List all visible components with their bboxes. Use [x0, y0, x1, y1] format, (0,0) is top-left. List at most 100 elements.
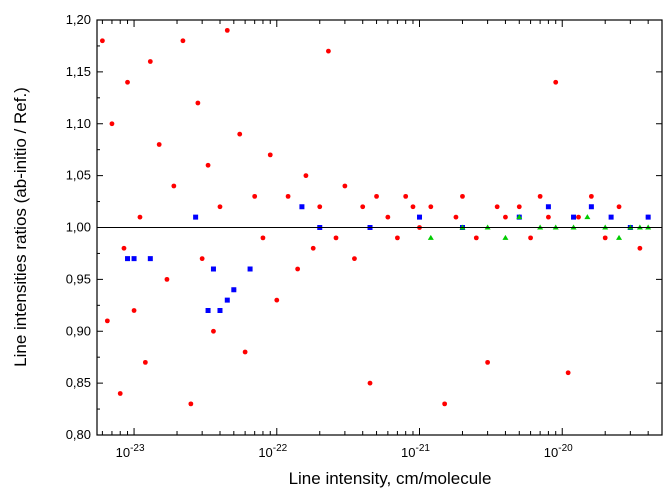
data-point-square [217, 308, 223, 313]
data-point-circle [171, 183, 177, 189]
data-point-circle [125, 79, 130, 85]
data-point-circle [317, 204, 323, 210]
data-point-triangle [516, 214, 523, 220]
data-point-square [131, 256, 137, 262]
data-point-circle [385, 214, 391, 220]
data-point-circle [188, 401, 194, 407]
data-point-circle [117, 391, 123, 396]
data-point-circle [367, 380, 373, 386]
data-point-square [205, 308, 211, 313]
data-point-circle [565, 370, 571, 376]
data-point-square [417, 214, 423, 220]
data-point-circle [195, 100, 201, 106]
data-point-circle [546, 214, 551, 220]
y-tick-label: 0,85 [66, 375, 91, 390]
data-points [99, 27, 652, 407]
data-point-circle [537, 193, 543, 199]
y-axis: 0,80 0,85 0,90 0,95 1,00 1,05 1,10 1,15 1,20 [66, 12, 662, 442]
data-point-circle [180, 38, 186, 44]
data-point-square [210, 266, 216, 272]
data-point-circle [528, 235, 533, 241]
data-point-circle [109, 121, 115, 127]
data-point-circle [576, 214, 581, 220]
data-point-circle [199, 256, 205, 262]
x-axis: 10-23 10-22 10-21 10-20 [101, 20, 663, 460]
data-point-circle [374, 193, 379, 199]
data-point-circle [267, 152, 273, 158]
y-tick-label: 1,00 [66, 220, 91, 235]
data-point-circle [142, 359, 148, 365]
data-point-circle [395, 235, 400, 241]
data-point-circle [516, 204, 522, 210]
data-point-circle [137, 214, 143, 220]
data-point-circle [99, 38, 105, 44]
data-point-circle [274, 297, 280, 303]
data-point-square [608, 214, 614, 220]
data-point-circle [473, 235, 479, 241]
data-point-square [193, 214, 199, 220]
data-point-circle [442, 401, 448, 407]
data-point-circle [121, 245, 127, 251]
x-tick-label: 10-20 [544, 443, 573, 460]
data-point-circle [295, 266, 301, 272]
data-point-square [571, 214, 577, 220]
data-point-square [299, 204, 305, 210]
y-tick-label: 1,10 [66, 116, 91, 131]
data-point-circle [637, 245, 643, 251]
data-point-square [231, 287, 237, 293]
x-tick-label: 10-23 [116, 443, 145, 460]
data-point-circle [147, 59, 153, 64]
data-point-circle [211, 328, 216, 334]
data-point-square [247, 266, 253, 272]
data-point-circle [616, 204, 622, 210]
data-point-triangle [584, 214, 591, 220]
data-point-circle [602, 235, 608, 241]
data-point-square [588, 204, 594, 210]
data-point-square [545, 204, 551, 210]
data-point-circle [494, 204, 500, 210]
data-point-circle [205, 162, 211, 168]
x-tick-label: 10-22 [258, 443, 287, 460]
data-point-triangle [427, 234, 434, 240]
data-point-circle [553, 79, 559, 85]
data-point-circle [131, 308, 137, 313]
data-point-circle [485, 359, 491, 365]
data-point-triangle [502, 234, 509, 240]
data-point-square [147, 256, 153, 262]
data-point-square [224, 297, 230, 303]
y-tick-label: 1,20 [66, 12, 91, 27]
data-point-circle [303, 173, 309, 179]
y-tick-label: 0,90 [66, 323, 91, 338]
data-point-circle [310, 245, 316, 251]
x-axis-title: Line intensity, cm/molecule [289, 469, 492, 488]
data-point-circle [428, 204, 434, 210]
data-point-circle [164, 276, 170, 282]
data-point-circle [453, 214, 459, 220]
data-point-circle [503, 214, 508, 220]
data-point-circle [352, 256, 357, 262]
y-tick-label: 1,15 [66, 64, 91, 79]
data-point-circle [217, 204, 223, 210]
data-point-circle [588, 193, 594, 199]
y-tick-label: 0,95 [66, 271, 91, 286]
data-point-triangle [616, 234, 623, 240]
data-point-circle [326, 48, 331, 54]
y-tick-label: 0,80 [66, 427, 91, 442]
data-point-circle [104, 318, 110, 324]
data-point-square [645, 214, 651, 220]
data-point-circle [260, 235, 266, 241]
data-point-circle [333, 235, 339, 241]
data-point-circle [237, 131, 243, 137]
data-point-circle [403, 193, 409, 199]
data-point-square [125, 256, 131, 262]
data-point-circle [410, 204, 416, 210]
data-point-circle [342, 183, 348, 189]
data-point-circle [360, 204, 366, 210]
y-axis-title: Line intensities ratios (ab-initio / Ref… [11, 87, 30, 367]
data-point-circle [285, 193, 291, 199]
data-point-circle [224, 27, 230, 33]
data-point-circle [156, 142, 162, 147]
y-tick-label: 1,05 [66, 168, 91, 183]
data-point-circle [242, 349, 248, 355]
